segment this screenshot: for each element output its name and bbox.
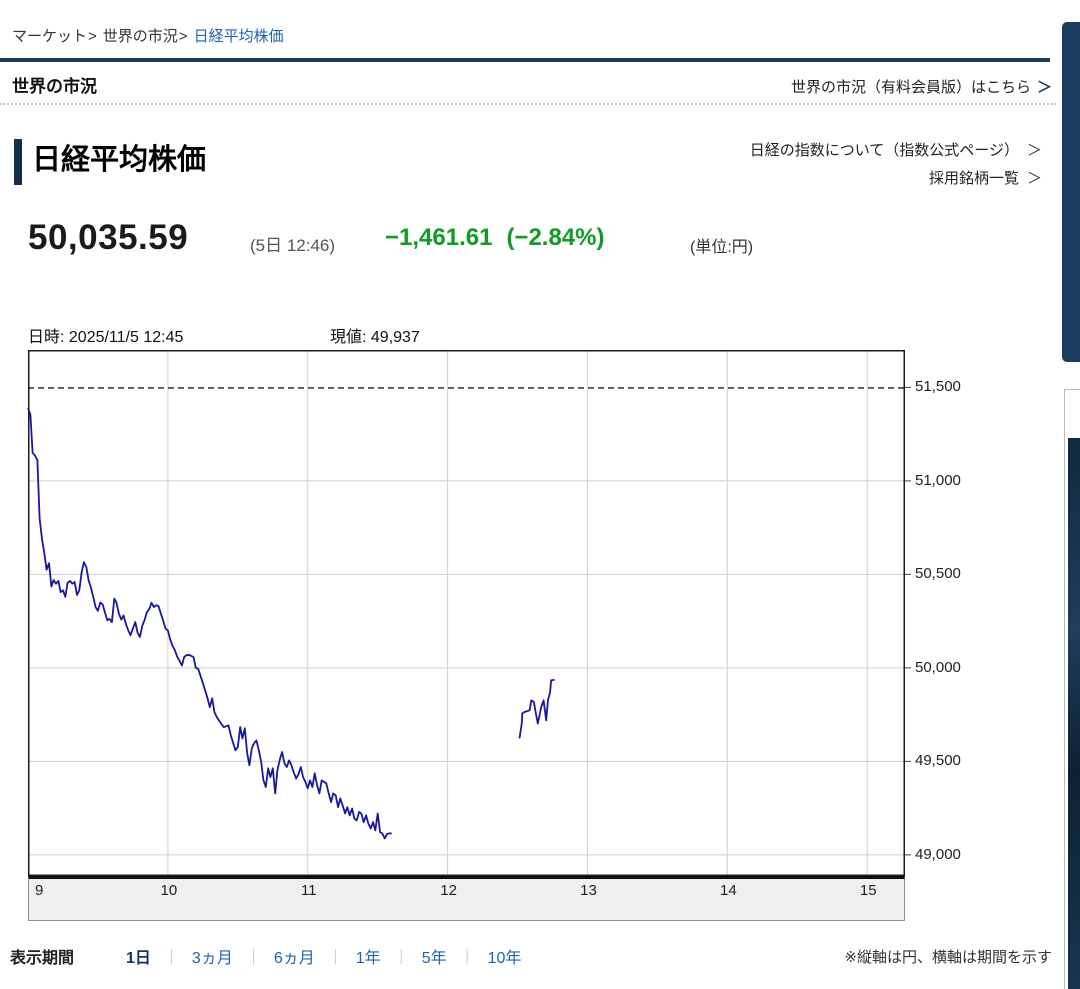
dotted-divider [0,103,1056,105]
period-selector: 1日 ｜ 3ヵ月 ｜ 6ヵ月 ｜ 1年 ｜ 5年 ｜ 10年 [126,944,521,968]
y-axis-labels: 49,000 49,500 50,000 50,500 51,000 51,500 [915,350,985,876]
period-separator: ｜ [459,948,475,966]
breadcrumb-item: マーケット [12,28,88,45]
chart-svg [27,350,911,876]
x-axis-label: 10 [160,882,178,899]
period-option[interactable]: 3ヵ月 [191,950,233,967]
right-rail-ad[interactable] [1064,389,1080,989]
member-version-link-label: 世界の市況（有料会員版）はこちら [790,79,1031,96]
y-axis-label: 49,500 [915,752,961,770]
period-option[interactable]: 5年 [421,950,447,967]
ad-image [1068,438,1080,989]
period-separator: ｜ [245,948,261,966]
period-separator: ｜ [327,948,343,966]
x-axis-label: 9 [35,882,44,899]
constituents-list-link[interactable]: 採用銘柄一覧 ＞ [929,167,1042,188]
period-selector-label: 表示期間 [10,950,75,967]
chevron-right-icon: ＞ [1026,142,1042,159]
index-official-page-link-label: 日経の指数について（指数公式ページ） [749,142,1019,159]
x-axis-strip: 9 10 11 12 13 14 15 [28,876,905,921]
axis-footnote: ※縦軸は円、横軸は期間を示す [844,949,1052,966]
breadcrumb: マーケット> 世界の市況> 日経平均株価 [12,25,284,46]
period-option[interactable]: 1日 [126,950,151,967]
section-title: 世界の市況 [12,77,97,96]
chart-datetime-label: 日時: 2025/11/5 12:45 [28,329,184,346]
breadcrumb-separator: > [88,28,97,45]
period-option[interactable]: 10年 [487,950,522,967]
x-axis-label: 12 [440,882,457,899]
y-axis-label: 51,000 [915,471,961,489]
x-axis-label: 15 [859,882,877,899]
price-line-後場 [518,678,555,739]
index-official-page-link[interactable]: 日経の指数について（指数公式ページ） ＞ [750,139,1042,160]
header-divider [0,58,1050,62]
plot-border [28,350,905,876]
breadcrumb-item[interactable]: 日経平均株価 [193,28,284,45]
price-chart[interactable] [27,350,911,876]
y-axis-label: 51,500 [915,378,961,396]
change-percent: (−2.84%) [506,224,605,251]
chart-current-value-label: 現値: 49,937 [330,329,420,346]
index-price: 50,035.59 [28,218,189,257]
period-option[interactable]: 1年 [355,950,381,967]
unit-note: (単位:円) [690,239,754,256]
x-axis-label: 11 [300,882,317,899]
breadcrumb-separator: > [178,28,188,45]
period-separator: ｜ [393,948,409,966]
title-accent-bar [14,139,22,185]
page-title: 日経平均株価 [32,144,207,176]
y-axis-label: 50,000 [915,658,961,676]
y-axis-label: 50,500 [915,565,961,583]
y-axis-label: 49,000 [915,845,961,863]
period-separator: ｜ [163,948,179,966]
price-line-前場 [27,407,392,840]
price-change: −1,461.61 (−2.84%) [385,224,605,252]
change-value: −1,461.61 [385,224,493,251]
right-rail-panel[interactable] [1062,22,1080,362]
x-axis-label: 13 [580,882,597,899]
chevron-right-icon: ＞ [1026,170,1042,187]
chevron-right-icon: ＞ [1036,79,1052,96]
price-timestamp: (5日 12:46) [250,236,336,255]
x-axis-label: 14 [720,882,737,899]
constituents-list-link-label: 採用銘柄一覧 [928,170,1019,187]
member-version-link[interactable]: 世界の市況（有料会員版）はこちら ＞ [791,76,1052,97]
breadcrumb-item: 世界の市況 [102,28,178,45]
period-option[interactable]: 6ヵ月 [273,950,315,967]
